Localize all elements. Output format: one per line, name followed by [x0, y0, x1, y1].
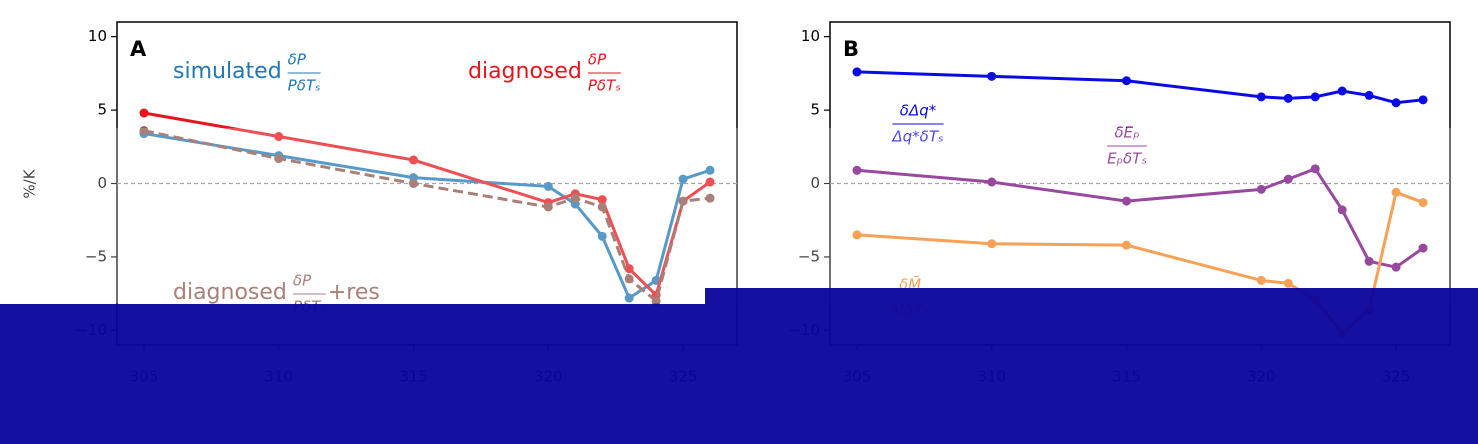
legend-numerator: δP [288, 51, 307, 69]
data-point [624, 274, 634, 284]
data-point [624, 293, 634, 303]
y-tick-label: 10 [801, 27, 820, 45]
legend-numerator: δEₚ [1114, 124, 1139, 142]
y-tick-label: 5 [810, 101, 820, 119]
data-point [1122, 240, 1132, 250]
data-point [543, 181, 553, 191]
data-point [597, 195, 607, 205]
data-point [1122, 196, 1132, 206]
data-point [1391, 98, 1401, 108]
series-line [856, 70, 1424, 105]
data-point [987, 239, 997, 249]
y-tick-label: 0 [810, 174, 820, 192]
data-point [705, 177, 715, 187]
data-point [852, 230, 862, 240]
y-tick-label: −5 [798, 247, 820, 265]
data-point [624, 264, 634, 274]
legend-numerator: δP [588, 51, 607, 69]
data-point [274, 154, 284, 164]
data-point [1391, 187, 1401, 197]
legend-denominator: PδTₛ [288, 77, 321, 95]
y-tick-label: 5 [97, 101, 107, 119]
legend-suffix: +res [328, 280, 380, 305]
data-point [570, 193, 580, 203]
data-point [1256, 92, 1266, 102]
data-point [1283, 278, 1293, 288]
data-point [1256, 275, 1266, 285]
data-point [1418, 243, 1428, 253]
y-tick-label: −5 [85, 247, 107, 265]
legend-numerator: δP [293, 272, 312, 290]
data-point [678, 196, 688, 206]
data-point [1337, 205, 1347, 215]
series-line [856, 166, 1424, 269]
panel-letter: A [130, 37, 147, 61]
legend-denominator: Δq*δTₛ [891, 128, 943, 146]
y-axis-label: %/K [21, 168, 39, 198]
data-point [1256, 184, 1266, 194]
data-point [543, 202, 553, 212]
legend-denominator: EₚδTₛ [1107, 150, 1147, 168]
y-tick-label: 10 [88, 27, 107, 45]
data-point [987, 71, 997, 81]
data-point [1391, 262, 1401, 272]
legend-denominator: PδTₛ [588, 77, 621, 95]
data-point [139, 126, 149, 136]
data-point [139, 108, 149, 118]
series-line [143, 129, 711, 304]
occluding-bar [0, 304, 1478, 444]
legend-numerator: δΔq* [900, 102, 937, 120]
data-point [852, 67, 862, 77]
legend-name: diagnosed [173, 280, 287, 305]
data-point [274, 132, 284, 142]
faded-band [0, 128, 1478, 303]
data-point [1310, 164, 1320, 174]
data-point [1310, 92, 1320, 102]
data-point [852, 165, 862, 175]
legend-name: diagnosed [468, 59, 582, 84]
data-point [705, 193, 715, 203]
data-point [1283, 174, 1293, 184]
data-point [1283, 93, 1293, 103]
data-point [987, 177, 997, 187]
data-point [409, 155, 419, 165]
data-point [705, 165, 715, 175]
data-point [651, 296, 661, 306]
data-point [1364, 90, 1374, 100]
data-point [1122, 76, 1132, 86]
data-point [597, 231, 607, 241]
series-line [143, 132, 711, 301]
data-point [1418, 198, 1428, 208]
panel-letter: B [843, 37, 859, 61]
data-point [409, 179, 419, 188]
data-point [1418, 95, 1428, 105]
data-point [597, 202, 607, 212]
data-point [678, 174, 688, 184]
data-point [1337, 86, 1347, 96]
data-point [1364, 256, 1374, 266]
legend-name: simulated [173, 59, 282, 84]
y-tick-label: 0 [97, 174, 107, 192]
occluding-bar [705, 288, 1478, 304]
